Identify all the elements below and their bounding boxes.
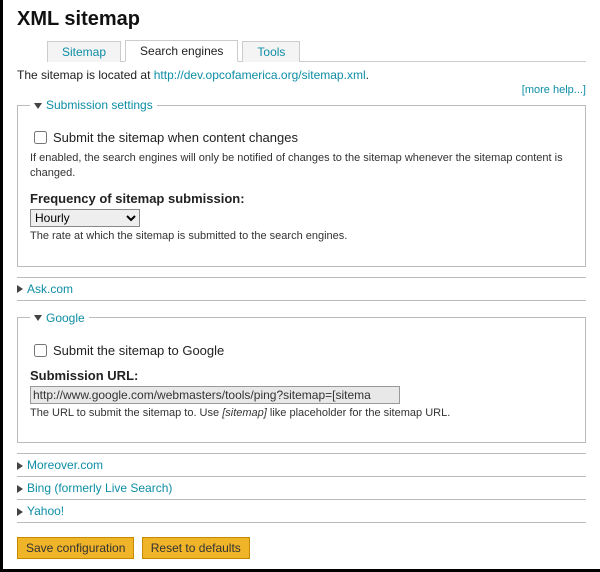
yahoo-section[interactable]: Yahoo! <box>17 500 586 523</box>
submission-legend-text: Submission settings <box>46 98 153 112</box>
ask-section[interactable]: Ask.com <box>17 277 586 301</box>
frequency-label: Frequency of sitemap submission: <box>30 191 573 206</box>
submit-google-label: Submit the sitemap to Google <box>53 343 224 358</box>
submit-on-change-label: Submit the sitemap when content changes <box>53 130 298 145</box>
bing-label: Bing (formerly Live Search) <box>27 481 172 495</box>
yahoo-label: Yahoo! <box>27 504 64 518</box>
submit-on-change-checkbox[interactable] <box>34 131 47 144</box>
tab-tools[interactable]: Tools <box>242 41 300 62</box>
location-prefix: The sitemap is located at <box>17 68 154 82</box>
page-title: XML sitemap <box>17 8 586 31</box>
ask-label: Ask.com <box>27 282 73 296</box>
google-fieldset: Google Submit the sitemap to Google Subm… <box>17 311 586 444</box>
more-help-link[interactable]: [more help...] <box>17 84 586 96</box>
button-row: Save configuration Reset to defaults <box>17 537 586 559</box>
google-url-desc: The URL to submit the sitemap to. Use [s… <box>30 406 573 421</box>
submission-settings-fieldset: Submission settings Submit the sitemap w… <box>17 98 586 267</box>
moreover-section[interactable]: Moreover.com <box>17 453 586 477</box>
chevron-right-icon <box>17 462 23 470</box>
frequency-select[interactable]: Hourly <box>30 209 140 227</box>
bing-section[interactable]: Bing (formerly Live Search) <box>17 477 586 500</box>
google-legend-text: Google <box>46 311 85 325</box>
frequency-desc: The rate at which the sitemap is submitt… <box>30 229 573 244</box>
google-desc-em: [sitemap] <box>222 407 267 419</box>
chevron-right-icon <box>17 508 23 516</box>
submission-legend[interactable]: Submission settings <box>30 98 157 112</box>
submit-on-change-desc: If enabled, the search engines will only… <box>30 151 573 181</box>
google-desc-post: like placeholder for the sitemap URL. <box>267 407 450 419</box>
reset-button[interactable]: Reset to defaults <box>142 537 250 559</box>
location-suffix: . <box>366 68 369 82</box>
tab-search-engines[interactable]: Search engines <box>125 40 238 62</box>
chevron-down-icon <box>34 315 42 321</box>
location-line: The sitemap is located at http://dev.opc… <box>17 68 586 82</box>
google-legend[interactable]: Google <box>30 311 89 325</box>
chevron-down-icon <box>34 103 42 109</box>
tabs-bar: Sitemap Search engines Tools <box>47 39 586 62</box>
chevron-right-icon <box>17 285 23 293</box>
submit-google-checkbox[interactable] <box>34 344 47 357</box>
location-link[interactable]: http://dev.opcofamerica.org/sitemap.xml <box>154 68 366 82</box>
moreover-label: Moreover.com <box>27 458 103 472</box>
chevron-right-icon <box>17 485 23 493</box>
google-desc-pre: The URL to submit the sitemap to. Use <box>30 407 222 419</box>
tab-sitemap[interactable]: Sitemap <box>47 41 121 62</box>
google-url-input[interactable] <box>30 386 400 404</box>
save-button[interactable]: Save configuration <box>17 537 134 559</box>
google-url-label: Submission URL: <box>30 368 573 383</box>
